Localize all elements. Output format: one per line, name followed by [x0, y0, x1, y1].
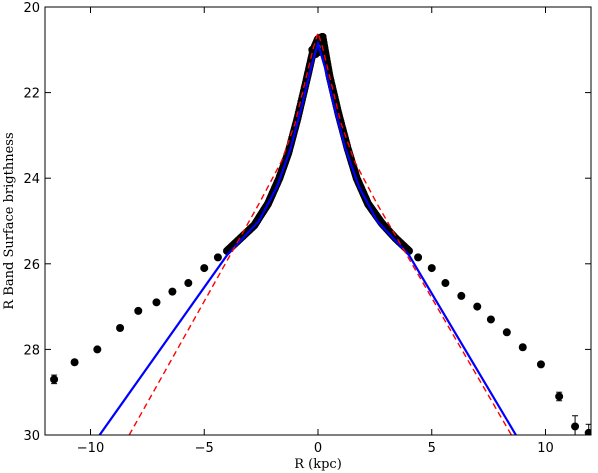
outer-data-point	[473, 302, 482, 311]
x-tick-label: 0	[314, 441, 322, 456]
outer-data-point	[134, 306, 143, 315]
outer-data-point	[213, 253, 222, 262]
outer-data-point	[555, 392, 564, 401]
y-axis-label: R Band Surface brigthness	[2, 132, 17, 309]
plot-area	[50, 30, 591, 435]
outer-data-point	[584, 428, 591, 435]
outer-data-point	[571, 422, 580, 431]
outer-data-point	[414, 253, 423, 262]
y-tick-label: 20	[23, 1, 40, 16]
outer-data-point	[184, 279, 193, 288]
outer-data-point	[152, 298, 161, 307]
outer-data-point	[518, 343, 527, 352]
outer-data-point	[536, 360, 545, 369]
outer-data-point	[93, 345, 102, 354]
y-tick-label: 24	[23, 172, 40, 187]
outer-data-point	[50, 375, 59, 384]
y-tick-label: 26	[23, 258, 40, 273]
outer-data-point	[502, 328, 511, 337]
model-dashed-line	[128, 30, 513, 435]
x-tick-label: 5	[428, 441, 436, 456]
outer-data-point	[168, 287, 177, 296]
outer-data-point	[457, 291, 466, 300]
outer-data-point	[200, 264, 209, 273]
x-axis-label: R (kpc)	[294, 457, 342, 472]
x-tick-label: 10	[537, 441, 554, 456]
outer-data-point	[441, 279, 450, 288]
y-tick-label: 22	[23, 87, 40, 102]
outer-data-point	[486, 315, 495, 324]
axis-ticks: −10 −5 0 5 10 20 22 24 26 28 30	[23, 1, 591, 456]
outer-data-point	[70, 358, 79, 367]
y-tick-label: 28	[23, 343, 40, 358]
model-solid-line	[98, 39, 517, 435]
outer-data-point	[116, 324, 125, 332]
y-tick-label: 30	[23, 429, 40, 444]
x-tick-label: −5	[195, 441, 214, 456]
outer-data-point	[427, 264, 436, 273]
x-tick-label: −10	[77, 441, 104, 456]
